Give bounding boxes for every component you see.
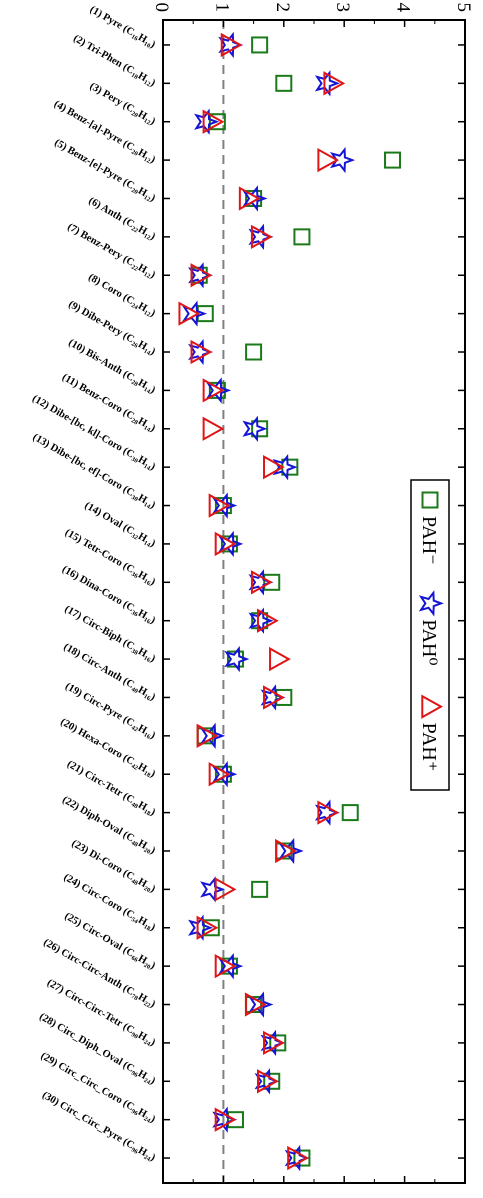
marker-star (254, 1068, 280, 1095)
plot-area: 012345γπ*→π (μm⁻¹)(1) Pyre (C₁₆H₁₀)(2) T… (30, 3, 474, 1184)
marker-triangle (196, 915, 219, 940)
y-tick-label: 5 (453, 3, 474, 13)
category-label: (30) Circ_Circ_Pyre (C₉₆H₂₄) (40, 1090, 157, 1164)
marker-triangle (250, 570, 273, 595)
marker-star (212, 761, 238, 788)
category-label: (29) Circ_Circ_Coro (C₉₆H₂₄) (39, 1051, 158, 1126)
y-tick-label: 0 (151, 3, 172, 13)
marker-triangle (202, 378, 225, 403)
marker-triangle (317, 800, 340, 825)
marker-triangle (208, 762, 231, 787)
marker-star (260, 684, 286, 711)
marker-star (218, 31, 244, 59)
y-tick-label: 3 (332, 3, 353, 13)
marker-star (418, 590, 444, 617)
marker-star (242, 185, 268, 212)
marker-triangle (238, 186, 261, 211)
marker-square (251, 880, 269, 898)
marker-triangle (263, 455, 285, 480)
marker-star (284, 1144, 310, 1172)
marker-square (202, 919, 220, 937)
marker-square (341, 804, 359, 822)
marker-triangle (214, 877, 237, 902)
legend-label: PAH⁰ (418, 619, 440, 665)
category-label: (13) Dibe-[bc, ef]-Coro (C₃₀H₁₄) (31, 432, 158, 512)
marker-star (218, 952, 244, 980)
marker-triangle (214, 531, 237, 557)
marker-triangle (263, 685, 285, 710)
marker-star (212, 492, 238, 519)
marker-square (208, 113, 226, 131)
marker-square (384, 151, 402, 169)
marker-square (263, 573, 281, 591)
y-tick-label: 4 (393, 3, 414, 13)
marker-square (245, 343, 263, 361)
marker-star (224, 645, 250, 673)
marker-star (260, 1029, 286, 1057)
marker-triangle (275, 838, 297, 864)
marker-triangle (196, 723, 219, 748)
marker-triangle (263, 1030, 285, 1056)
category-label: (12) Dibe-[bc, kl]-Coro (C₃₀H₁₄) (30, 393, 157, 473)
marker-square (226, 1111, 244, 1129)
category-label: (1) Pyre (C₁₆H₁₀) (88, 4, 158, 51)
legend-box (410, 479, 450, 791)
marker-triangle (317, 147, 340, 173)
legend-label: PAH⁺ (418, 723, 440, 772)
category-label: (28) Circ_Diph_Oval (C₉₆H₂₄) (37, 1011, 157, 1087)
marker-triangle (190, 263, 213, 288)
marker-star (272, 453, 298, 481)
marker-square (275, 688, 293, 706)
marker-star (248, 223, 274, 251)
marker-star (248, 991, 274, 1018)
marker-star (218, 530, 244, 558)
marker-square (421, 491, 439, 509)
marker-triangle (202, 416, 225, 441)
y-tick-label: 2 (272, 3, 293, 13)
legend-label: PAH⁻ (418, 516, 440, 565)
marker-triangle (202, 109, 225, 134)
marker-star (188, 338, 214, 366)
marker-square (275, 74, 293, 92)
marker-star (314, 70, 340, 97)
marker-star (248, 569, 274, 596)
marker-star (314, 799, 340, 826)
marker-triangle (250, 224, 273, 250)
marker-star (188, 262, 214, 289)
category-label: (6) Anth (C₂₂H₁₂) (87, 195, 158, 242)
marker-star (181, 300, 208, 327)
marker-star (206, 377, 232, 404)
marker-triangle (244, 992, 267, 1017)
y-tick-label: 1 (211, 3, 232, 13)
marker-triangle (214, 1107, 237, 1132)
category-label: (26) Circ-Circ-Anth (C₇₈H₂₂) (41, 937, 157, 1010)
marker-triangle (323, 71, 346, 96)
marker-star (242, 415, 268, 442)
marker-triangle (178, 301, 201, 326)
marker-star (278, 837, 304, 865)
marker-triangle (269, 646, 291, 672)
marker-triangle (256, 1069, 279, 1094)
marker-triangle (421, 694, 444, 719)
marker-triangle (208, 493, 231, 518)
marker-triangle (214, 953, 237, 979)
marker-triangle (256, 608, 279, 633)
category-label: (3) Pery (C₂₀H₁₂) (88, 81, 158, 128)
marker-triangle (287, 1145, 309, 1171)
marker-square (293, 228, 311, 246)
marker-star (200, 722, 226, 750)
category-label: (27) Circ-Circ-Tetr (C₉₀H₂₄) (45, 977, 157, 1048)
marker-square (251, 36, 269, 54)
marker-triangle (190, 339, 213, 365)
marker-triangle (220, 32, 243, 58)
marker-star (212, 1106, 238, 1133)
